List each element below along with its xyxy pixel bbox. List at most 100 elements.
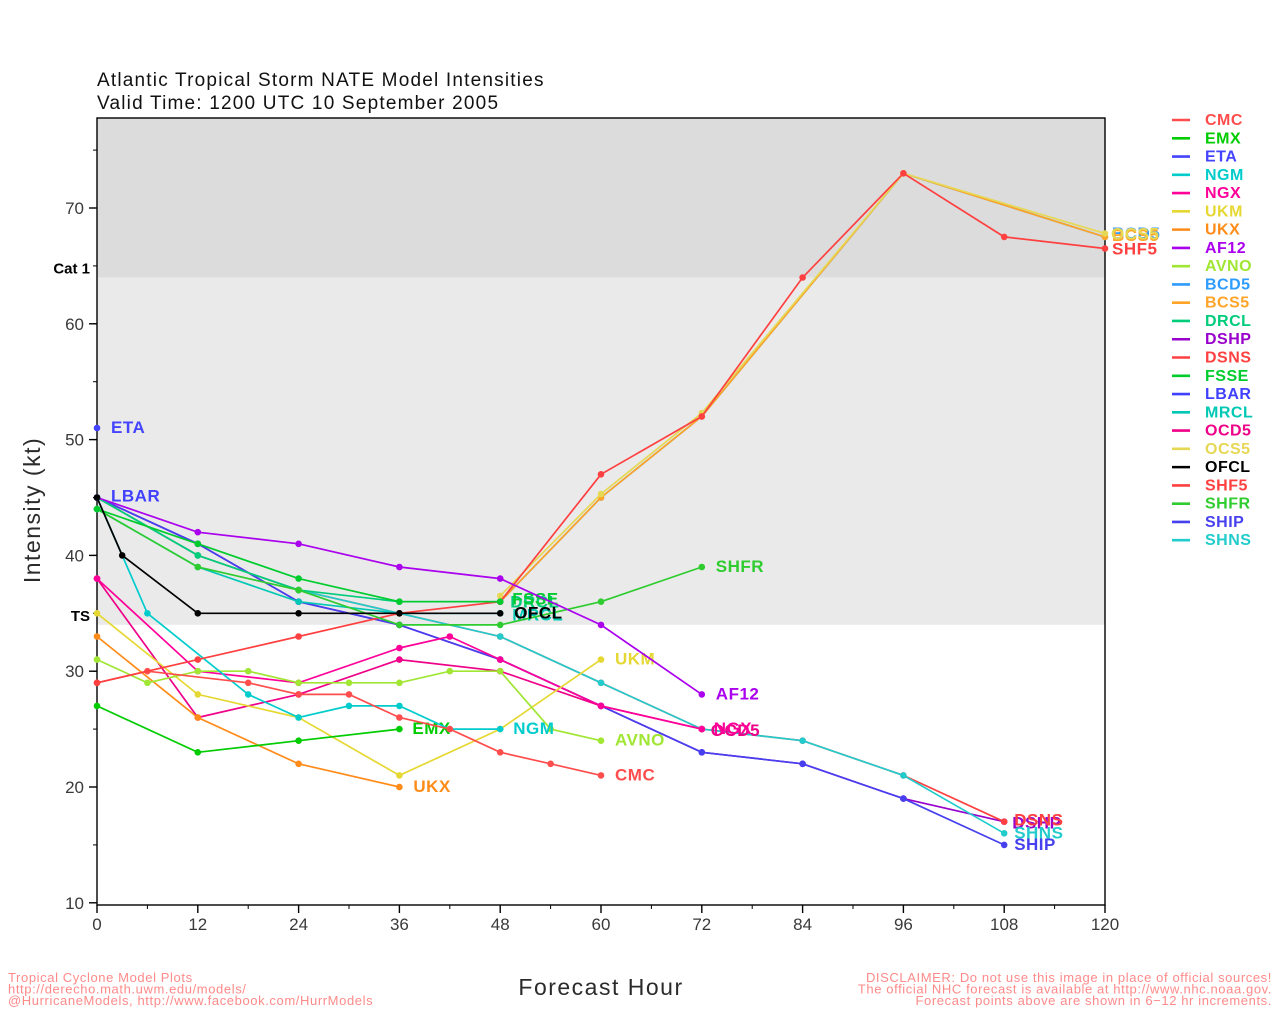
series-point-shns	[1000, 830, 1008, 837]
series-point-shns	[597, 679, 605, 687]
series-point-shns	[799, 737, 806, 744]
x-tick-label: 24	[289, 915, 308, 934]
series-point-ngm	[496, 725, 504, 733]
y-tick-label: 50	[65, 431, 84, 450]
legend-item-fsse: FSSE	[1172, 368, 1248, 385]
x-tick-label: 96	[894, 915, 913, 934]
legend-item-dshp: DSHP	[1172, 331, 1251, 348]
series-point-af12	[295, 540, 302, 548]
series-point-shf5	[1000, 233, 1008, 241]
series-point-cmc	[244, 679, 252, 687]
series-label-shns: SHNS	[1014, 823, 1063, 842]
series-point-avno	[547, 725, 554, 733]
series-label-ocd5: OCD5	[711, 721, 760, 740]
legend-label-avno: AVNO	[1205, 258, 1252, 275]
series-point-ship	[1000, 841, 1008, 849]
footer-disclaimer-line: DISCLAIMER: Do not use this image in pla…	[866, 970, 1272, 985]
series-point-shf5	[93, 679, 101, 687]
series-label-af12: AF12	[716, 684, 760, 703]
series-point-ukx	[93, 633, 101, 640]
series-point-af12	[194, 528, 202, 536]
x-tick-label: 120	[1091, 915, 1119, 934]
series-label-dshp: DSHP	[1012, 814, 1061, 833]
series-point-ocs5	[597, 490, 605, 498]
series-point-ngx	[597, 702, 605, 710]
series-eta: ETA	[93, 418, 145, 437]
footer-disclaimer-line: The official NHC forecast is available a…	[858, 982, 1272, 997]
legend-item-emx: EMX	[1172, 130, 1241, 147]
series-point-avno	[93, 656, 101, 663]
legend-label-shfr: SHFR	[1205, 496, 1251, 513]
series-point-fsse	[496, 598, 504, 605]
legend-label-ocs5: OCS5	[1205, 441, 1251, 458]
chart-title-line1: Atlantic Tropical Storm NATE Model Inten…	[97, 70, 545, 91]
legend-label-ofcl: OFCL	[1205, 459, 1251, 476]
series-point-ukm	[194, 691, 202, 698]
series-point-avno	[496, 667, 504, 675]
series-ukx: UKX	[93, 633, 451, 796]
legend-item-ukx: UKX	[1172, 222, 1240, 239]
footer-disclaimer: DISCLAIMER: Do not use this image in pla…	[858, 970, 1272, 1008]
series-label-ofcl: OFCL	[514, 603, 562, 622]
series-point-ofcl	[396, 610, 403, 617]
series-point-cmc	[496, 749, 504, 756]
series-point-ship	[799, 760, 806, 768]
legend-item-ofcl: OFCL	[1172, 459, 1251, 476]
series-point-fsse	[93, 505, 101, 513]
series-point-af12	[496, 575, 504, 582]
legend-item-dsns: DSNS	[1172, 350, 1251, 367]
legend-item-bcd5: BCD5	[1172, 276, 1251, 293]
legend-label-ukx: UKX	[1205, 222, 1240, 239]
series-point-ukx	[396, 783, 403, 791]
y-tick-label: 20	[65, 778, 84, 797]
series-point-af12	[698, 691, 706, 698]
legend-item-avno: AVNO	[1172, 258, 1252, 275]
footer-disclaimer-line: Forecast points above are shown in 6−12 …	[916, 993, 1273, 1008]
series-point-ngx	[446, 633, 454, 640]
x-tick-label: 60	[592, 915, 611, 934]
series-line-cmc	[96, 670, 602, 777]
below-ts-band	[97, 624, 1105, 905]
series-point-shf5	[295, 633, 302, 640]
series-label-shfr: SHFR	[716, 557, 764, 576]
y-tick-label: 10	[65, 894, 84, 913]
series-point-avno	[396, 679, 403, 687]
series-point-shns	[900, 772, 907, 779]
series-label-drcl: DRCL	[510, 593, 559, 612]
series-point-ngm	[396, 702, 403, 710]
chart-title: Atlantic Tropical Storm NATE Model Inten…	[97, 70, 545, 114]
footer-credit-line: http://derecho.math.uwm.edu/models/	[8, 982, 247, 997]
legend-item-ocs5: OCS5	[1172, 441, 1251, 458]
series-point-avno	[295, 679, 302, 687]
series-point-ofcl	[295, 610, 302, 617]
series-point-ocd5	[396, 656, 403, 663]
series-point-avno	[244, 667, 252, 675]
series-label-shf5: SHF5	[1112, 240, 1157, 259]
series-point-ngx	[698, 725, 706, 733]
series-point-ngm	[244, 691, 252, 698]
series-point-shfr	[496, 621, 504, 629]
series-label-ukx: UKX	[413, 777, 451, 796]
y-tick-label: 60	[65, 315, 84, 334]
x-tick-label: 0	[92, 915, 101, 934]
series-point-ngm	[295, 714, 302, 721]
series-point-shf5	[1101, 245, 1109, 252]
series-label-ngm: NGM	[513, 719, 554, 738]
series-point-avno	[345, 679, 353, 687]
series-point-avno	[144, 679, 151, 687]
legend-item-shns: SHNS	[1172, 532, 1251, 549]
legend-label-bcd5: BCD5	[1205, 276, 1251, 293]
series-point-eta	[93, 424, 101, 432]
series-point-cmc	[597, 772, 605, 779]
series-af12: AF12	[93, 494, 760, 703]
legend-label-ngx: NGX	[1205, 185, 1241, 202]
series-point-ship	[698, 749, 706, 756]
series-point-shf5	[799, 274, 806, 281]
series-point-cmc	[295, 691, 302, 698]
series-point-avno	[597, 737, 605, 744]
x-tick-label: 84	[793, 915, 812, 934]
footer-credit-line: Tropical Cyclone Model Plots	[8, 970, 193, 985]
legend-item-shfr: SHFR	[1172, 496, 1251, 513]
series-point-avno	[446, 667, 454, 675]
